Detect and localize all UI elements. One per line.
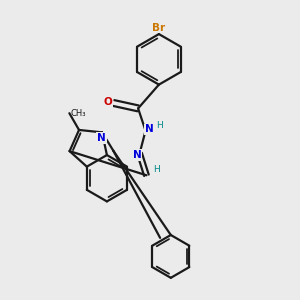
Text: O: O [103,98,112,107]
Text: H: H [156,121,163,130]
Text: N: N [145,124,154,134]
Text: N: N [133,150,142,160]
Text: Br: Br [152,22,166,32]
Text: N: N [97,133,106,143]
Text: H: H [154,165,160,174]
Text: CH₃: CH₃ [70,109,86,118]
